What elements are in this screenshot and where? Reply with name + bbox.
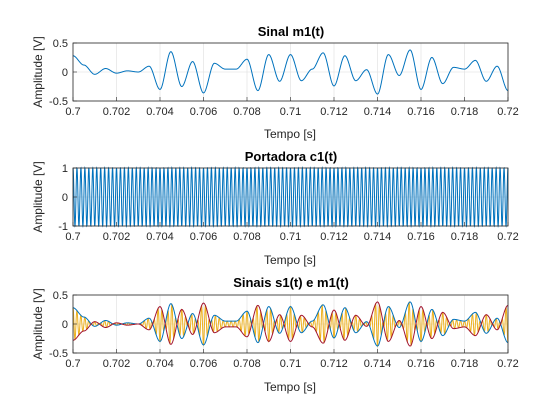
series-lines [72,301,509,348]
y-ticks: 0.5 0 -0.5 [49,290,77,360]
x-tick-label: 0.712 [320,231,348,243]
x-tick-label: 0.7 [65,106,80,118]
y-tick-label: -0.5 [49,348,68,360]
y-tick-label: 0 [62,67,68,79]
y-tick-label: 1 [62,163,68,175]
series-lines [72,49,509,95]
x-tick-label: 0.706 [190,358,218,370]
panel-m1: Sinal m1(t) 0.7 0.702 0.704 0.706 0.708 0.71 0… [31,24,519,141]
panel-s1-m1: Sinais s1(t) e m1(t) 0.7 0.702 0.704 0.706 0… [31,275,519,394]
x-axis-label: Tempo [s] [264,380,316,394]
x-tick-label: 0.712 [320,106,348,118]
panel-c1: Portadora c1(t) 0.7 0.702 0.704 0.706 0.708 0… [31,149,519,267]
y-axis-label: Amplitude [V] [31,161,45,232]
x-tick-label: 0.71 [280,358,301,370]
y-tick-label: -0.5 [49,96,68,108]
y-ticks: 0.5 0 -0.5 [49,38,77,108]
x-tick-label: 0.704 [146,231,174,243]
chart-title: Sinal m1(t) [258,24,324,39]
x-tick-label: 0.72 [497,358,518,370]
x-tick-label: 0.72 [497,231,518,243]
x-tick-label: 0.71 [280,106,301,118]
x-ticks: 0.7 0.702 0.704 0.706 0.708 0.71 0.712 0.714 0.7… [65,349,519,370]
x-tick-label: 0.7 [65,231,80,243]
x-tick-label: 0.708 [233,231,261,243]
chart-title: Sinais s1(t) e m1(t) [233,275,349,290]
x-ticks: 0.7 0.702 0.704 0.706 0.708 0.71 0.712 0.714 0.7… [65,222,519,243]
x-tick-label: 0.718 [451,358,479,370]
x-tick-label: 0.714 [364,231,392,243]
y-tick-label: 0 [62,319,68,331]
x-axis-label: Tempo [s] [264,127,316,141]
y-tick-label: 0.5 [53,290,68,302]
x-tick-label: 0.706 [190,231,218,243]
x-ticks: 0.7 0.702 0.704 0.706 0.708 0.71 0.712 0.714 0.7… [65,97,519,118]
x-tick-label: 0.72 [497,106,518,118]
x-tick-label: 0.716 [407,358,435,370]
x-tick-label: 0.704 [146,106,174,118]
y-axis-label: Amplitude [V] [31,288,45,359]
y-axis-label: Amplitude [V] [31,36,45,107]
chart-title: Portadora c1(t) [245,149,337,164]
x-axis-label: Tempo [s] [264,253,316,267]
x-tick-label: 0.716 [407,106,435,118]
series-line-m1 [72,301,509,347]
series-line-neg-m1 [72,301,509,347]
x-tick-label: 0.718 [451,106,479,118]
x-tick-label: 0.71 [280,231,301,243]
x-tick-label: 0.702 [103,358,131,370]
x-tick-label: 0.718 [451,231,479,243]
y-tick-label: 0 [62,192,68,204]
x-tick-label: 0.714 [364,358,392,370]
x-tick-label: 0.708 [233,358,261,370]
y-ticks: 1 0 -1 [58,163,77,233]
x-tick-label: 0.702 [103,231,131,243]
x-tick-label: 0.706 [190,106,218,118]
x-tick-label: 0.7 [65,358,80,370]
x-tick-label: 0.708 [233,106,261,118]
x-tick-label: 0.716 [407,231,435,243]
x-tick-label: 0.702 [103,106,131,118]
y-tick-label: 0.5 [53,38,68,50]
x-tick-label: 0.714 [364,106,392,118]
series-line-m1 [72,49,509,95]
y-tick-label: -1 [58,221,68,233]
x-tick-label: 0.704 [146,358,174,370]
x-tick-label: 0.712 [320,358,348,370]
